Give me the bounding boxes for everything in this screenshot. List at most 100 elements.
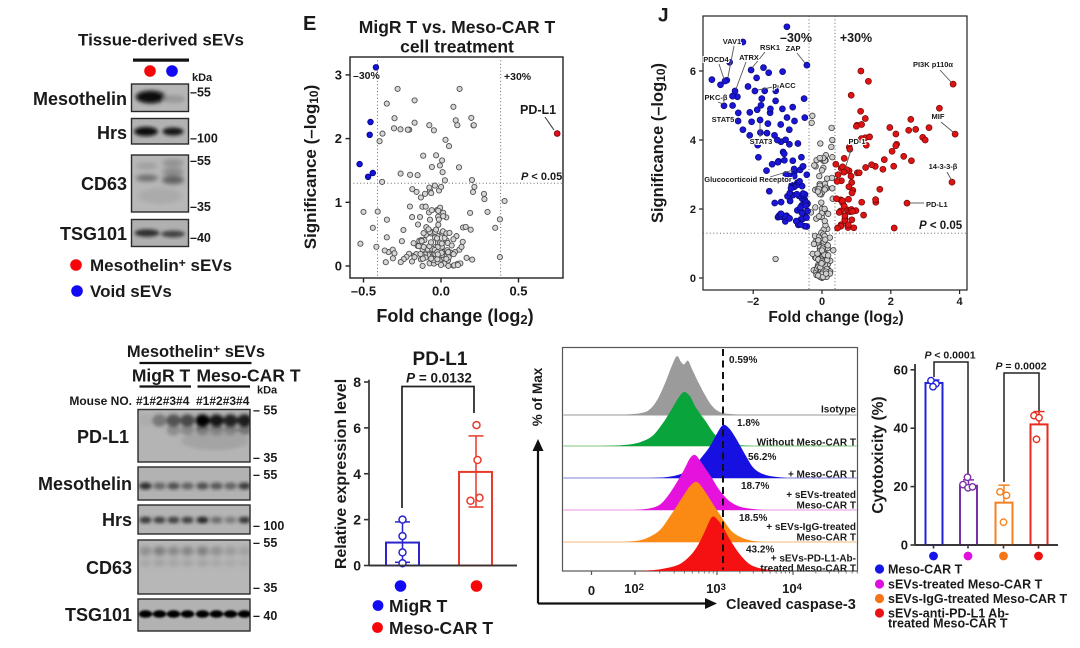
svg-text:20: 20 — [894, 479, 908, 494]
svg-text:Cytotoxicity (%): Cytotoxicity (%) — [870, 396, 887, 513]
svg-text:–35: –35 — [190, 200, 211, 214]
svg-text:MigR T: MigR T — [132, 366, 191, 386]
svg-text:2: 2 — [690, 204, 696, 216]
svg-text:STAT5: STAT5 — [712, 115, 735, 124]
svg-text:Meso-CAR T: Meso-CAR T — [196, 366, 300, 386]
svg-text:4: 4 — [690, 135, 697, 147]
svg-text:+30%: +30% — [504, 71, 532, 83]
svg-text:Fold change (log2): Fold change (log2) — [376, 306, 533, 327]
svg-text:P < 0.05: P < 0.05 — [919, 220, 963, 232]
svg-text:Mesothelin+ sEVs: Mesothelin+ sEVs — [90, 256, 232, 275]
svg-text:Hrs: Hrs — [102, 510, 132, 530]
svg-text:– 55: – 55 — [253, 468, 277, 482]
svg-text:P = 0.0002: P = 0.0002 — [995, 361, 1046, 373]
svg-text:VAV1: VAV1 — [723, 37, 741, 46]
svg-text:1.8%: 1.8% — [737, 418, 760, 429]
svg-text:ZAP: ZAP — [786, 44, 801, 53]
svg-text:0: 0 — [353, 558, 361, 574]
svg-text:0.5: 0.5 — [509, 284, 527, 299]
svg-text:– 35: – 35 — [253, 451, 277, 465]
svg-text:+ sEVs-treated: + sEVs-treated — [786, 490, 856, 501]
svg-text:% of Max: % of Max — [530, 367, 545, 426]
svg-text:PD-L1: PD-L1 — [413, 349, 468, 370]
svg-text:+ sEVs-PD-L1-Ab-: + sEVs-PD-L1-Ab- — [771, 554, 856, 565]
svg-text:2: 2 — [353, 512, 361, 528]
svg-text:102: 102 — [624, 581, 644, 596]
svg-text:MIF: MIF — [932, 112, 945, 121]
svg-text:0: 0 — [690, 273, 696, 285]
svg-text:6: 6 — [690, 66, 696, 78]
svg-text:sEVs-IgG-treated Meso-CAR T: sEVs-IgG-treated Meso-CAR T — [888, 592, 1068, 606]
svg-text:CD63: CD63 — [81, 174, 127, 194]
svg-text:PD-1: PD-1 — [848, 137, 865, 146]
svg-text:1: 1 — [335, 195, 342, 210]
svg-text:18.5%: 18.5% — [739, 513, 767, 524]
svg-text:Mesothelin: Mesothelin — [38, 474, 132, 494]
svg-text:PI3K p110α: PI3K p110α — [913, 60, 953, 69]
svg-text:Mesothelin: Mesothelin — [33, 89, 127, 109]
svg-text:– 40: – 40 — [253, 609, 277, 623]
svg-text:6: 6 — [353, 420, 361, 436]
svg-text:PD-L1: PD-L1 — [77, 427, 129, 447]
svg-text:+ sEVs-IgG-treated: + sEVs-IgG-treated — [766, 522, 856, 533]
svg-text:Significance (–log10): Significance (–log10) — [301, 85, 321, 250]
svg-text:E: E — [303, 13, 316, 35]
svg-text:Meso-CAR T: Meso-CAR T — [389, 618, 493, 638]
svg-text:Cleaved caspase-3: Cleaved caspase-3 — [726, 597, 856, 613]
svg-text:ATRX: ATRX — [739, 53, 759, 62]
svg-text:Meso-CAR T: Meso-CAR T — [797, 533, 856, 544]
svg-text:–100: –100 — [190, 132, 218, 146]
svg-text:p-ACC: p-ACC — [772, 81, 796, 90]
svg-text:0: 0 — [819, 296, 825, 308]
svg-text:–0.5: –0.5 — [351, 284, 376, 299]
svg-text:kDa: kDa — [192, 72, 213, 84]
svg-text:PD-L1: PD-L1 — [520, 103, 556, 117]
svg-text:treated Meso-CAR T: treated Meso-CAR T — [888, 617, 1008, 631]
svg-text:–30%: –30% — [353, 70, 381, 82]
svg-text:2: 2 — [335, 131, 342, 146]
svg-text:Tissue-derived sEVs: Tissue-derived sEVs — [78, 31, 244, 50]
svg-text:P < 0.05: P < 0.05 — [521, 171, 562, 183]
svg-text:40: 40 — [894, 421, 908, 436]
svg-text:MigR T: MigR T — [389, 596, 448, 616]
svg-text:–40: –40 — [190, 231, 211, 245]
svg-text:TSG101: TSG101 — [60, 224, 127, 244]
svg-text:Isotype: Isotype — [821, 405, 856, 416]
svg-text:#1#2#3#4: #1#2#3#4 — [196, 394, 250, 408]
svg-text:J: J — [658, 6, 669, 27]
svg-text:2: 2 — [888, 296, 894, 308]
svg-text:+30%: +30% — [840, 31, 872, 45]
svg-text:0.59%: 0.59% — [729, 355, 757, 366]
svg-text:PKC-β: PKC-β — [705, 93, 728, 102]
svg-text:– 35: – 35 — [253, 581, 277, 595]
svg-text:–30%: –30% — [780, 31, 812, 45]
svg-text:– 100: – 100 — [253, 519, 284, 533]
svg-text:MigR T vs. Meso-CAR T: MigR T vs. Meso-CAR T — [359, 17, 556, 37]
svg-text:sEVs-treated Meso-CAR T: sEVs-treated Meso-CAR T — [888, 578, 1043, 592]
svg-text:18.7%: 18.7% — [741, 481, 769, 492]
svg-text:Meso-CAR T: Meso-CAR T — [797, 501, 856, 512]
svg-text:Mesothelin+ sEVs: Mesothelin+ sEVs — [127, 342, 265, 361]
svg-text:104: 104 — [782, 581, 802, 596]
svg-text:Relative expression level: Relative expression level — [333, 379, 350, 569]
svg-text:#1#2#3#4: #1#2#3#4 — [136, 394, 190, 408]
svg-text:103: 103 — [706, 581, 726, 596]
svg-text:P < 0.0001: P < 0.0001 — [924, 350, 975, 362]
svg-text:0: 0 — [901, 538, 908, 553]
svg-text:60: 60 — [894, 362, 908, 377]
svg-text:P = 0.0132: P = 0.0132 — [406, 371, 472, 386]
svg-text:–2: –2 — [747, 296, 759, 308]
svg-text:–55: –55 — [190, 86, 211, 100]
svg-text:Hrs: Hrs — [97, 123, 127, 143]
svg-text:sEVs-anti-PD-L1 Ab-: sEVs-anti-PD-L1 Ab- — [888, 607, 1009, 621]
svg-text:CD63: CD63 — [86, 558, 132, 578]
svg-text:Void sEVs: Void sEVs — [90, 282, 172, 301]
svg-text:RSK1: RSK1 — [760, 43, 780, 52]
svg-text:–55: –55 — [190, 154, 211, 168]
svg-text:TSG101: TSG101 — [65, 605, 132, 625]
svg-text:56.2%: 56.2% — [748, 452, 776, 463]
svg-text:3: 3 — [335, 67, 342, 82]
svg-text:8: 8 — [353, 374, 361, 390]
svg-text:4: 4 — [353, 466, 361, 482]
svg-text:4: 4 — [957, 296, 964, 308]
